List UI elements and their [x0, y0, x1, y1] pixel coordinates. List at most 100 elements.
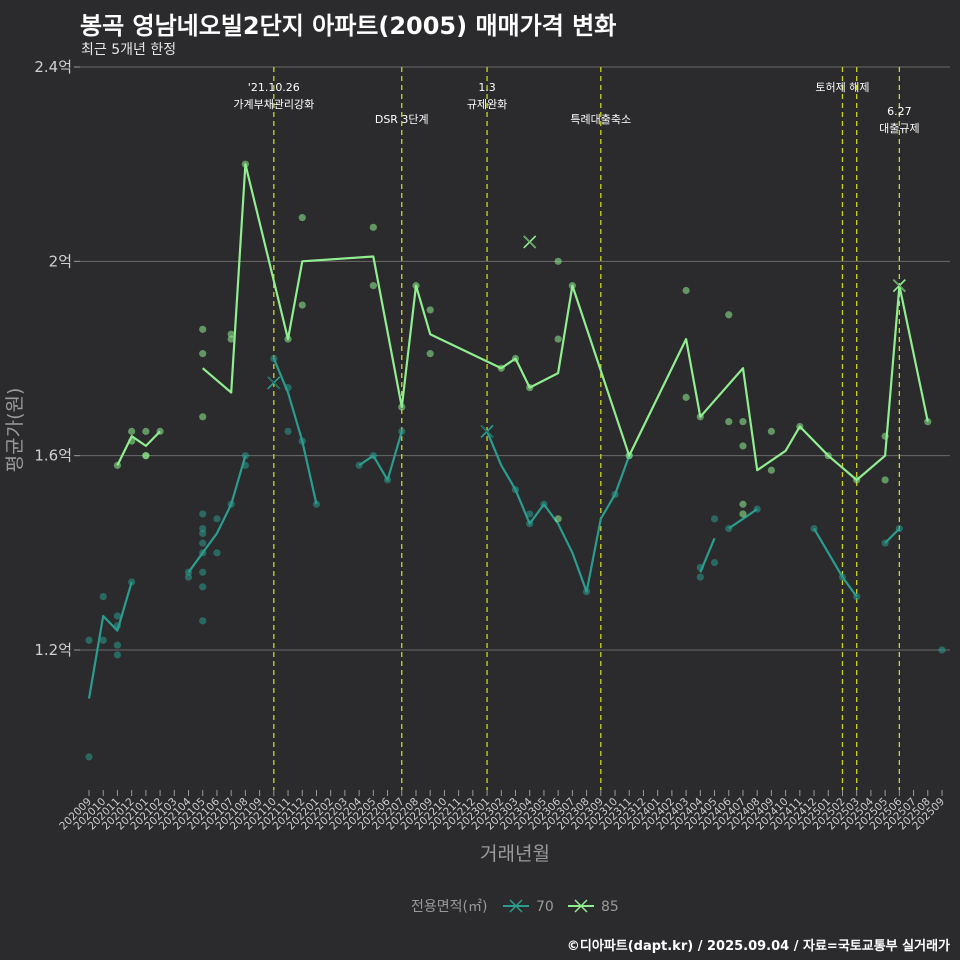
y-axis-ticks: 1.2억 1.6억 2억 2.4억 [34, 58, 80, 659]
data-point [199, 510, 207, 518]
data-point [426, 306, 434, 314]
data-point [796, 422, 804, 431]
event-label: '21.10.26 [248, 81, 300, 94]
data-point [554, 515, 562, 523]
data-point [412, 282, 420, 290]
chart-title: 봉곡 영남네오빌2단지 아파트(2005) 매매가격 변화 [80, 12, 617, 40]
series-line [272, 358, 318, 505]
data-point [881, 539, 889, 547]
legend-entry: 85 [568, 899, 619, 915]
data-point [696, 413, 704, 421]
data-point [241, 461, 249, 469]
data-point [369, 282, 377, 290]
gridlines [80, 66, 950, 651]
legend-label: 85 [601, 899, 619, 915]
series-line [187, 455, 247, 573]
data-point [739, 442, 747, 450]
data-point [284, 384, 292, 392]
event-label: 토허제 해제 [815, 80, 869, 94]
data-point [298, 437, 306, 445]
data-point [227, 500, 235, 508]
data-point [156, 427, 164, 435]
series-85 [113, 160, 932, 523]
data-point [355, 461, 363, 469]
data-point [184, 568, 193, 576]
x-marker [267, 376, 281, 390]
y-axis-title: 평균가(원) [4, 388, 26, 473]
data-point [142, 452, 150, 460]
data-point [113, 461, 122, 469]
data-point [128, 578, 136, 586]
series-line [728, 508, 758, 530]
data-point [99, 592, 107, 601]
data-point [398, 427, 406, 435]
data-point [284, 427, 292, 435]
event-label: 특례대출축소 [570, 113, 631, 126]
source-caption: ©디아파트(dapt.kr) / 2025.09.04 / 자료=국토교통부 실… [566, 939, 950, 954]
data-point [369, 223, 377, 231]
data-point [199, 524, 207, 533]
data-point [199, 539, 207, 547]
chart-subtitle: 최근 5개년 한정 [81, 42, 177, 58]
data-point [85, 636, 93, 644]
data-point [753, 505, 761, 513]
series-line [486, 430, 631, 593]
data-point [298, 214, 306, 222]
data-point [938, 646, 946, 654]
event-label: 규제완화 [467, 98, 507, 111]
data-point [113, 651, 122, 659]
data-point [810, 524, 818, 533]
data-point [526, 520, 534, 528]
data-point [199, 325, 207, 333]
data-point [710, 558, 719, 567]
series-layer [85, 160, 946, 761]
data-point [128, 427, 136, 435]
series-line [201, 163, 929, 482]
data-point [853, 476, 861, 484]
data-point [696, 563, 704, 572]
x-axis-title: 거래년월 [480, 843, 550, 865]
data-point [511, 354, 520, 363]
event-label: 대출규제 [879, 122, 919, 135]
data-point [625, 452, 633, 460]
data-point [710, 515, 719, 523]
data-point [99, 636, 107, 644]
data-point [113, 622, 122, 630]
series-70 [85, 354, 946, 761]
y-tick-label: 2억 [49, 252, 72, 270]
data-point [611, 490, 619, 499]
data-point [881, 432, 889, 440]
data-point [284, 335, 292, 343]
data-point [511, 486, 520, 494]
data-point [398, 403, 406, 411]
event-label: 1.3 [478, 81, 496, 94]
event-label: 6.27 [887, 105, 912, 118]
data-point [199, 568, 207, 576]
data-point [554, 335, 562, 343]
legend: 전용면적(㎡) 70 85 [411, 899, 619, 915]
y-tick-label: 2.4억 [34, 58, 72, 76]
data-point [526, 384, 534, 392]
data-point [824, 452, 832, 460]
data-point [725, 418, 733, 426]
data-point [312, 500, 321, 508]
data-point [298, 301, 306, 309]
data-point [526, 510, 534, 518]
data-point [241, 452, 249, 460]
data-point [739, 510, 747, 518]
series-line [116, 430, 161, 466]
series-line [813, 527, 858, 598]
legend-entry: 70 [503, 899, 554, 915]
data-point [199, 617, 207, 625]
x-marker [892, 279, 906, 293]
data-point [554, 257, 562, 265]
data-point [682, 393, 690, 401]
data-point [383, 476, 392, 484]
data-point [739, 500, 747, 508]
x-axis-ticks: 2020092020102020112020122021012021022021… [57, 790, 947, 832]
data-point [113, 641, 122, 649]
data-point [270, 354, 278, 363]
event-label: DSR 3단계 [375, 113, 429, 126]
series-line [87, 581, 133, 699]
data-point [369, 452, 377, 460]
